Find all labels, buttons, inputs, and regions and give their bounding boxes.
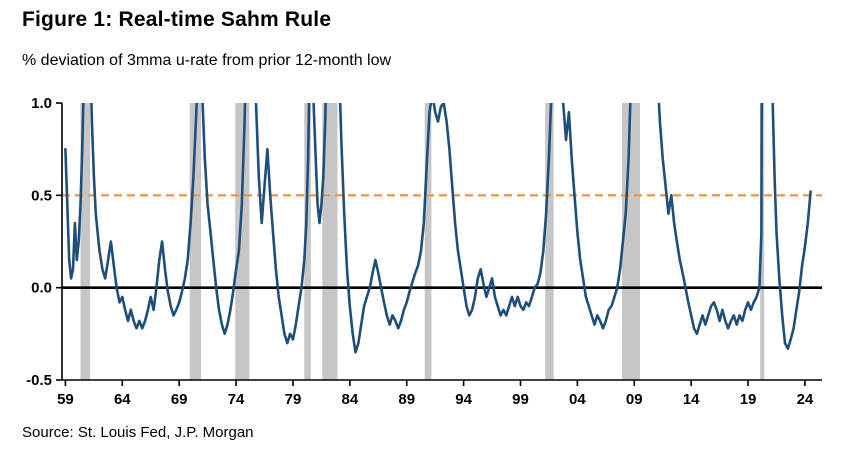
y-tick-label: 0.5 (31, 187, 52, 204)
recession-band (622, 103, 640, 380)
x-tick-label: 04 (569, 391, 586, 408)
x-tick-label: 59 (57, 391, 74, 408)
recession-band (304, 103, 311, 380)
x-tick-label: 94 (455, 391, 472, 408)
source-note: Source: St. Louis Fed, J.P. Morgan (22, 424, 254, 441)
x-tick-label: 99 (512, 391, 529, 408)
y-tick-label: -0.5 (26, 372, 52, 389)
recession-band (80, 103, 91, 380)
x-tick-label: 69 (171, 391, 188, 408)
y-tick-label: 1.0 (31, 95, 52, 112)
recession-band (424, 103, 432, 380)
x-tick-label: 09 (626, 391, 643, 408)
recession-band (545, 103, 554, 380)
figure-subtitle: % deviation of 3mma u-rate from prior 12… (22, 52, 392, 69)
x-tick-label: 24 (797, 391, 814, 408)
x-tick-label: 14 (683, 391, 700, 408)
x-tick-label: 79 (285, 391, 302, 408)
y-tick-label: 0.0 (31, 280, 52, 297)
x-tick-label: 84 (342, 391, 359, 408)
x-tick-label: 74 (228, 391, 245, 408)
recession-band (189, 103, 202, 380)
figure-title: Figure 1: Real-time Sahm Rule (22, 8, 332, 31)
recession-band (235, 103, 250, 380)
series-line (64, 103, 812, 354)
recession-band (322, 103, 338, 380)
x-tick-label: 19 (740, 391, 757, 408)
x-tick-label: 64 (114, 391, 131, 408)
x-tick-label: 89 (398, 391, 415, 408)
